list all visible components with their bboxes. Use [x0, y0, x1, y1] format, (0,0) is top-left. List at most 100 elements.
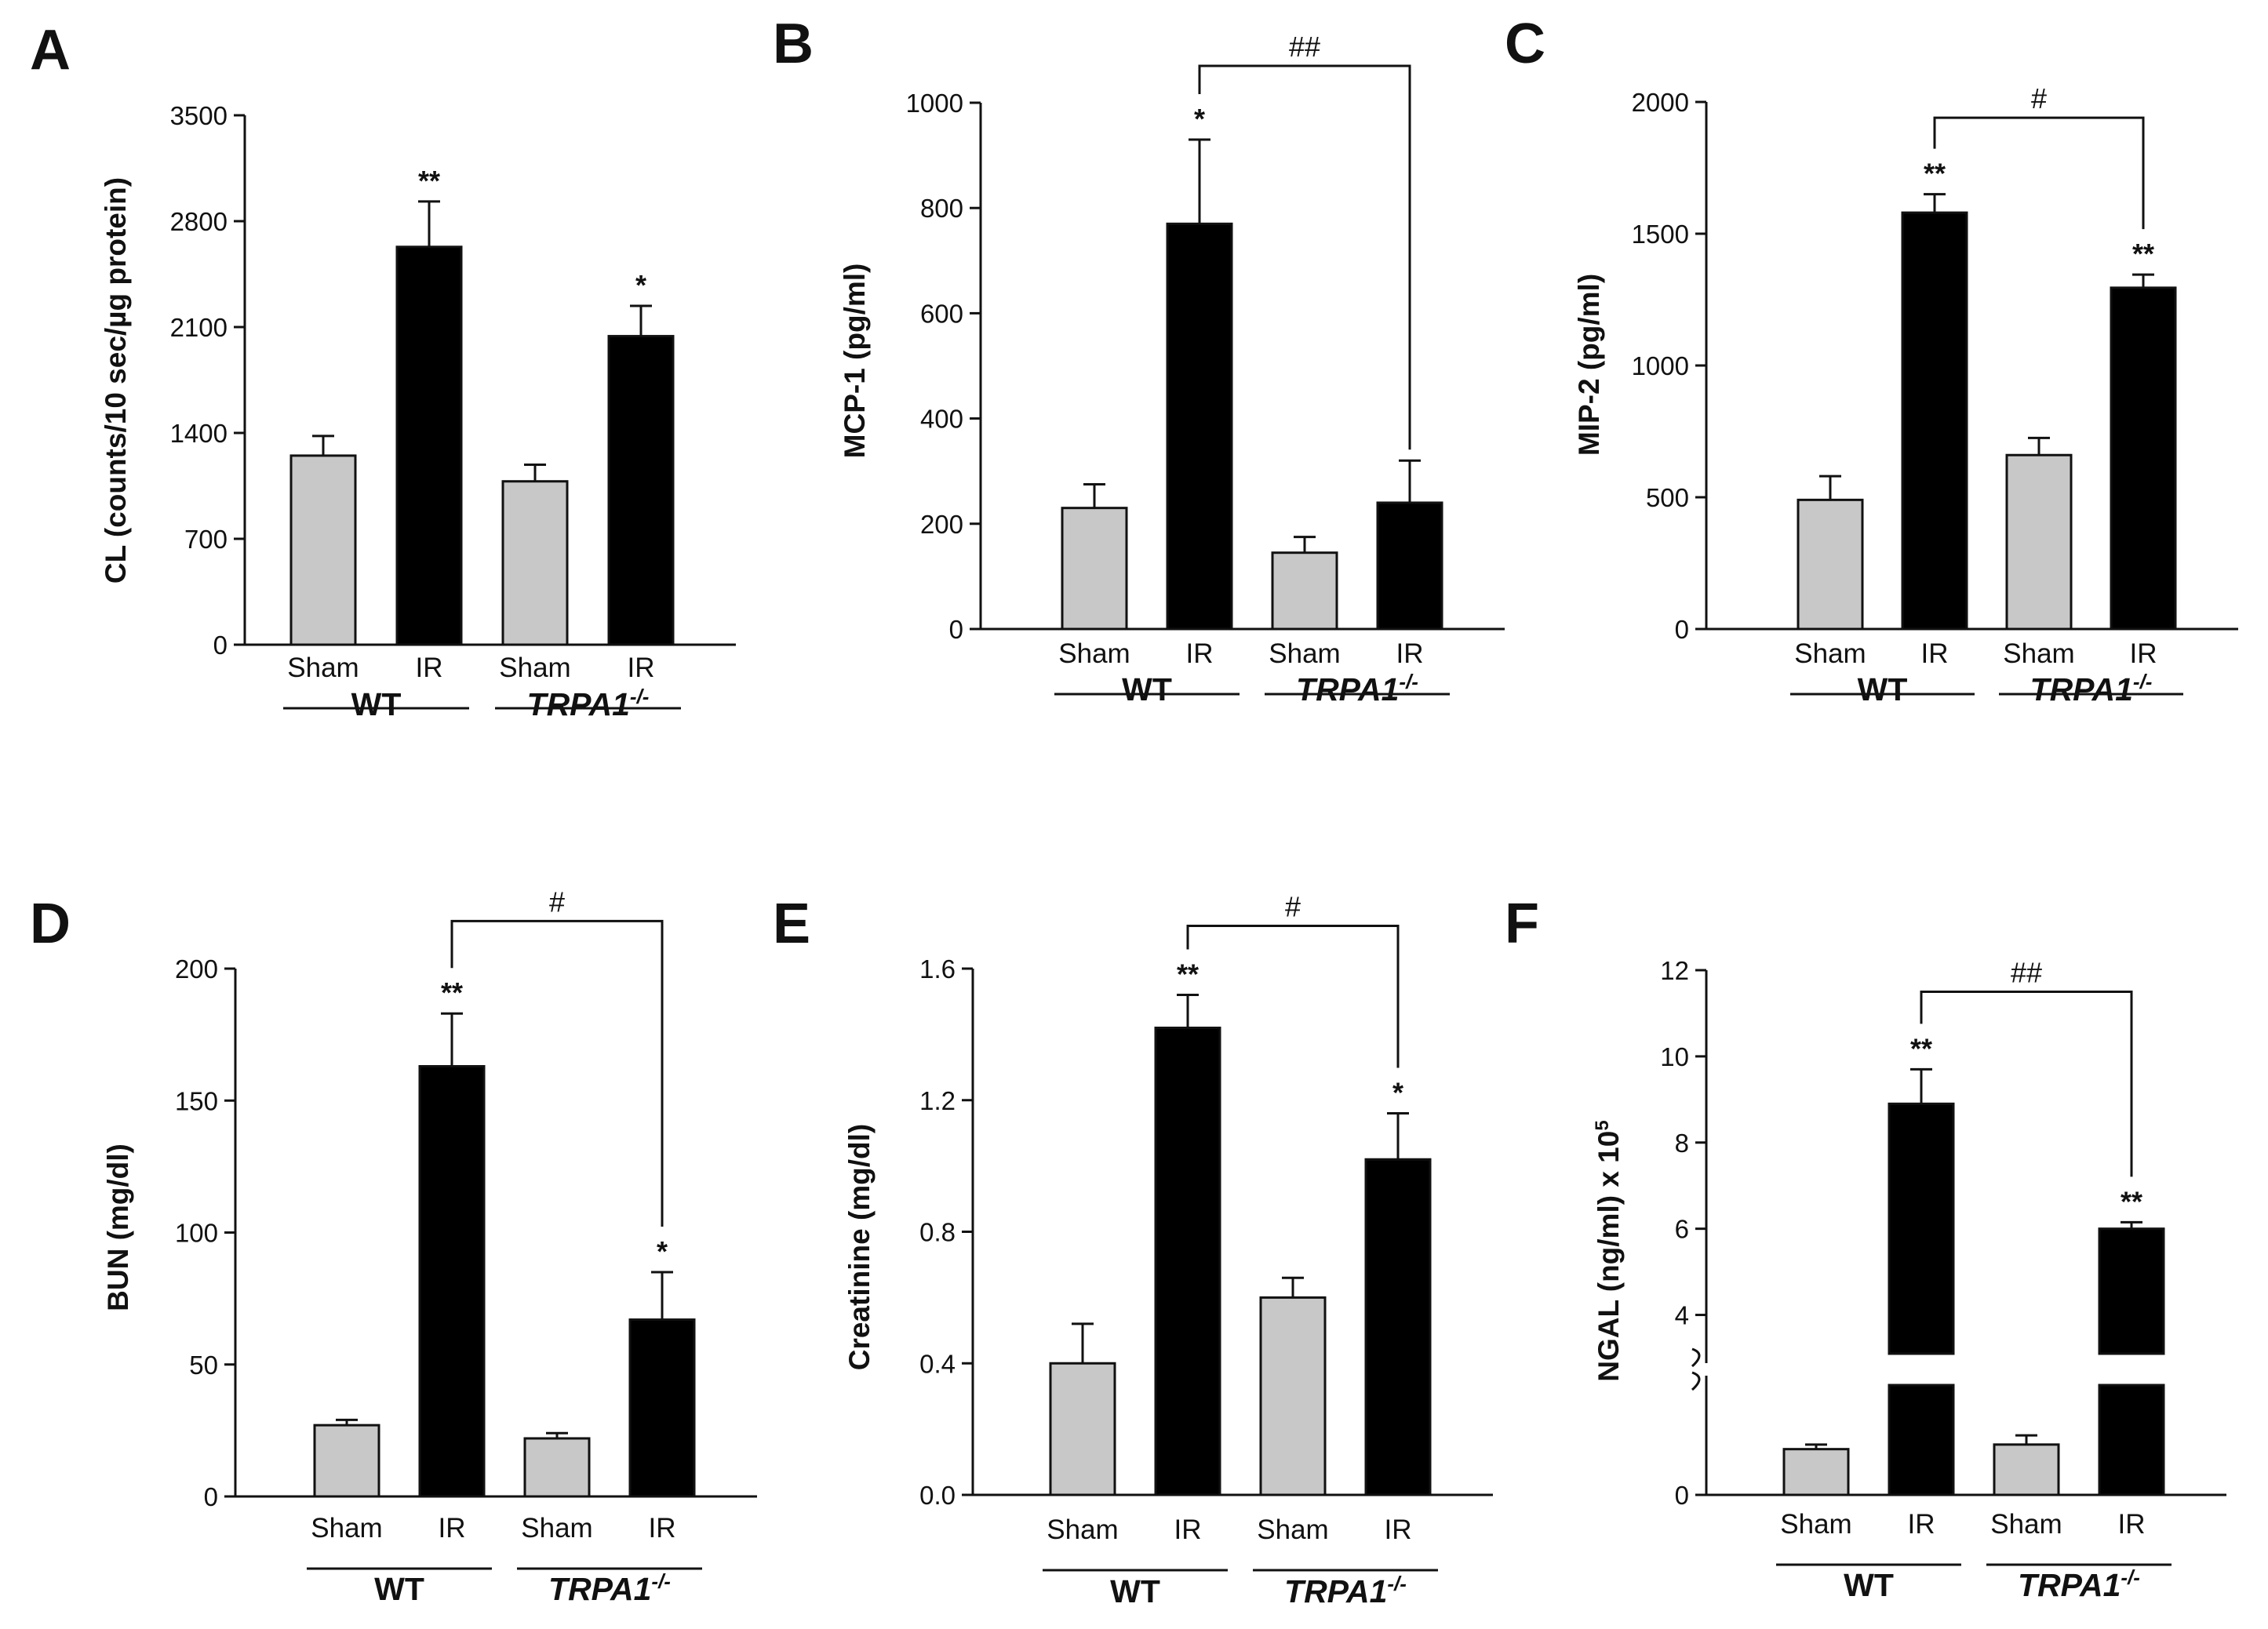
category-label: IR: [2118, 1509, 2146, 1540]
category-label: Sham: [287, 653, 359, 683]
group-label-text: TRPA1: [2030, 671, 2133, 707]
category-label: IR: [1186, 638, 1214, 669]
group-label: WT: [1110, 1573, 1160, 1609]
significance-mark: **: [2132, 238, 2154, 270]
group-label-superscript: -/-: [2121, 1565, 2140, 1589]
group-label-text: TRPA1: [1284, 1573, 1387, 1609]
y-tick-label: 100: [175, 1219, 218, 1248]
category-label: IR: [628, 653, 655, 683]
panel-f: F NGAL (ng/ml) x 105 0 4 6 8 10 12 Sham ** IR Sha…: [1505, 893, 2226, 1603]
significance-mark: *: [657, 1235, 668, 1267]
bar: [1376, 501, 1443, 631]
y-tick-label: 12: [1660, 956, 1689, 985]
y-axis-label-e: Creatinine (mg/dl): [843, 1124, 876, 1371]
category-label: IR: [1921, 638, 1949, 669]
chart-a: 0 700 1400 2100 2800 3500 Sham ** IR Sham * IR WT TRP…: [170, 101, 736, 722]
chart-e: 0.0 0.4 0.8 1.2 1.6 Sham ** IR Sham * IR WT TRPA1-/-…: [919, 890, 1493, 1609]
comparison-bracket: [1933, 116, 2145, 230]
y-tick-label: 1500: [1632, 220, 1689, 249]
bar: [1888, 1102, 1955, 1355]
y-tick-label: 500: [1646, 483, 1689, 512]
bar: [418, 1065, 486, 1498]
y-tick-label: 0: [204, 1482, 218, 1511]
category-label: Sham: [499, 653, 570, 683]
y-tick-label: 700: [184, 525, 228, 554]
category-label: Sham: [1990, 1509, 2062, 1540]
category-label: Sham: [2003, 638, 2074, 669]
y-tick-label: 2100: [170, 313, 228, 342]
group-label-text: TRPA1: [548, 1571, 651, 1607]
group-label-text: TRPA1: [1296, 671, 1399, 707]
y-tick-label: 1000: [1632, 351, 1689, 380]
bar: [1154, 1026, 1221, 1496]
y-tick-label: 0.0: [919, 1481, 956, 1510]
bracket-label: #: [549, 885, 565, 918]
category-label: Sham: [1047, 1514, 1118, 1545]
bar-lower-segment: [1888, 1384, 1955, 1496]
chart-b: 0 200 400 600 800 1000 Sham * IR Sham IR WT TRPA1-/-…: [906, 31, 1505, 707]
y-tick-label: 400: [920, 405, 963, 434]
category-label: Sham: [521, 1513, 592, 1544]
bar: [1061, 507, 1128, 631]
y-axis-label-c: MIP-2 (pg/ml): [1573, 274, 1605, 456]
group-label-superscript: -/-: [651, 1569, 671, 1593]
y-axis-label-a: CL (counts/10 sec/µg protein): [100, 177, 132, 584]
y-tick-label: 150: [175, 1086, 218, 1115]
y-tick-label: 1000: [906, 89, 963, 118]
chart-f: 0 4 6 8 10 12 Sham ** IR Sham ** IR WT TRPA1-/- ##: [1660, 956, 2226, 1603]
bracket-label: ##: [2011, 956, 2042, 988]
group-label: TRPA1-/-: [2030, 670, 2153, 707]
bar: [1271, 551, 1338, 631]
bracket-label: #: [2031, 82, 2047, 115]
panel-letter-f: F: [1505, 893, 1539, 955]
group-label-text: WT: [1110, 1573, 1160, 1609]
y-tick-label: 0: [1675, 1481, 1689, 1510]
category-label: Sham: [311, 1513, 382, 1544]
significance-mark: **: [1924, 158, 1946, 190]
bar: [1364, 1158, 1432, 1496]
y-tick-label: 10: [1660, 1042, 1689, 1071]
panel-letter-a: A: [30, 19, 71, 82]
comparison-bracket: [1920, 990, 2133, 1177]
bar: [1901, 211, 1968, 631]
category-label: IR: [2130, 638, 2157, 669]
y-tick-label: 8: [1675, 1129, 1689, 1158]
bar: [1166, 222, 1233, 631]
bar: [523, 1437, 591, 1498]
y-tick-label: 50: [189, 1351, 218, 1380]
group-label-superscript: -/-: [630, 685, 650, 708]
group-label: TRPA1-/-: [1296, 670, 1418, 707]
group-label-text: TRPA1: [527, 686, 630, 722]
category-label: IR: [1908, 1509, 1935, 1540]
significance-mark: *: [1194, 103, 1205, 135]
category-label: IR: [416, 653, 443, 683]
group-label: TRPA1-/-: [1284, 1572, 1407, 1609]
group-label-superscript: -/-: [1399, 670, 1418, 693]
group-label-text: WT: [374, 1571, 424, 1607]
significance-mark: **: [1910, 1032, 1932, 1064]
significance-mark: **: [418, 165, 440, 197]
y-tick-label: 2000: [1632, 88, 1689, 117]
group-label-superscript: -/-: [2133, 670, 2153, 693]
panel-letter-b: B: [773, 13, 814, 75]
category-label: Sham: [1780, 1509, 1851, 1540]
category-label: IR: [1396, 638, 1424, 669]
panel-b: B MCP-1 (pg/ml) 0 200 400 600 800 1000 Sham * IR…: [773, 13, 1505, 707]
significance-mark: *: [1392, 1077, 1403, 1109]
y-tick-label: 4: [1675, 1301, 1689, 1330]
group-label-text: WT: [351, 686, 402, 722]
y-axis-label-f: NGAL (ng/ml) x 105: [1592, 1120, 1625, 1381]
y-axis-label-b: MCP-1 (pg/ml): [839, 264, 871, 459]
panel-c: C MIP-2 (pg/ml) 0 500 1000 1500 2000 Sham ** IR…: [1505, 13, 2238, 707]
y-tick-label: 0.4: [919, 1349, 956, 1378]
axis-break-gap: [1683, 1363, 1730, 1376]
category-label: Sham: [1269, 638, 1340, 669]
group-label: TRPA1-/-: [2018, 1565, 2140, 1603]
y-tick-label: 800: [920, 194, 963, 223]
chart-c: 0 500 1000 1500 2000 Sham ** IR Sham ** IR WT TRPA1-…: [1632, 82, 2238, 707]
category-label: IR: [1385, 1514, 1412, 1545]
group-label: WT: [351, 686, 402, 722]
y-tick-label: 2800: [170, 207, 228, 236]
y-tick-label: 0: [949, 615, 963, 644]
